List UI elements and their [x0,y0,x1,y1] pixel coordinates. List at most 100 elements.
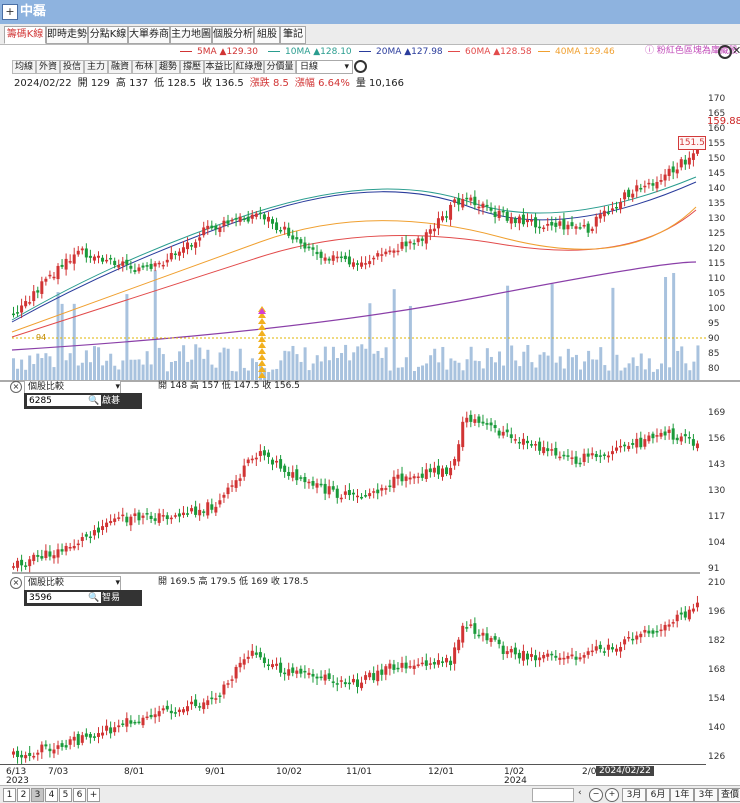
page-2[interactable]: 2 [17,788,30,802]
volume-bar [194,344,198,380]
page-add-icon[interactable]: + [87,788,100,802]
candle-body [133,270,137,273]
candle-body [485,204,489,207]
btn-margin[interactable]: 融資 [108,60,132,74]
treasury-stock-tip: ⓘ 粉紅色區塊為庫藏股 [645,46,738,56]
tab-realtime[interactable]: 即時走勢 [46,26,88,44]
ma20-line [11,181,697,323]
btn-foreign[interactable]: 外資 [36,60,60,74]
candle-body [262,214,266,220]
volume-bar [230,370,234,380]
volume-bar [364,348,368,380]
chart-settings-icon[interactable] [354,60,367,73]
page-4[interactable]: 4 [45,788,58,802]
candle-body [331,255,335,261]
candle-body [177,251,181,256]
btn-trend[interactable]: 趨勢 [156,60,180,74]
new-window-icon[interactable]: + [2,4,18,20]
btn-support[interactable]: 撐壓 [180,60,204,74]
page-1[interactable]: 1 [3,788,16,802]
volume-bar [688,370,692,380]
volume-bar [591,359,595,380]
settings-gear-icon[interactable] [718,45,732,59]
panel2-stock-picker: 🔍 啟碁 [24,393,142,409]
candle-body [586,453,590,457]
close-icon[interactable]: ✕ [732,44,740,57]
candle-body [570,654,574,657]
zoom-out-icon[interactable]: − [589,788,603,802]
btn-ma[interactable]: 均線 [12,60,36,74]
panel2-close-icon[interactable]: × [10,381,22,393]
candle-body [92,256,96,261]
scroll-left-icon[interactable]: ‹ [578,788,582,798]
range-3m[interactable]: 3月 [622,788,646,802]
zoom-in-icon[interactable]: + [605,788,619,802]
candle-body [396,474,400,479]
tab-large-broker[interactable]: 大單券商 [128,26,170,44]
volume-bar [68,353,72,380]
page-5[interactable]: 5 [59,788,72,802]
date-input[interactable] [532,788,574,802]
btn-pe[interactable]: 本益比 [204,60,234,74]
search-icon[interactable]: 🔍 [88,593,100,603]
candle-body [392,250,396,253]
search-icon[interactable]: 🔍 [88,396,100,406]
volume-bar [20,359,24,380]
btn-trust[interactable]: 投信 [60,60,84,74]
volume-bar [502,365,506,380]
candle-body [453,647,457,664]
volume-bar [530,362,534,380]
tab-stock-analysis[interactable]: 個股分析 [212,26,254,44]
tab-branch-kline[interactable]: 分點K線 [88,26,128,44]
candle-body [113,727,117,733]
tab-notes[interactable]: 筆記 [280,26,306,44]
range-6m[interactable]: 6月 [646,788,670,802]
panel2-code-input[interactable] [27,395,101,406]
volume-bar [485,348,489,380]
btn-main[interactable]: 主力 [84,60,108,74]
candle-body [497,639,501,645]
ma-legend: 5MA ▲129.30 10MA ▲128.10 20MA ▲127.98 60… [0,44,740,60]
period-select[interactable]: 日線 ▾ [296,60,353,74]
volume-bar [145,351,149,380]
candle-body [631,193,635,198]
candle-body [339,497,343,500]
candle-body [538,226,542,229]
candle-body [129,265,133,269]
btn-traffic-light[interactable]: 紅綠燈 [234,60,264,74]
candle-body [655,630,659,633]
candle-body [481,421,485,424]
x-tick: 2/0 [582,767,597,777]
range-1y[interactable]: 1年 [670,788,694,802]
margin-marker-icon [258,336,266,342]
candle-body [356,679,359,687]
candle-body [40,281,44,294]
volume-bar [647,358,651,380]
tab-group[interactable]: 組股 [254,26,280,44]
candle-body [181,709,185,713]
tab-chip-kline[interactable]: 籌碼K線 [4,26,46,44]
candle-body [408,477,412,480]
page-3[interactable]: 3 [31,788,44,802]
range-query[interactable]: 查價 [718,788,740,802]
candle-body [384,251,388,255]
page-6[interactable]: 6 [73,788,86,802]
candle-body [360,682,364,689]
range-3y[interactable]: 3年 [694,788,718,802]
candle-body [291,472,295,478]
candle-body [153,518,157,521]
margin-marker-icon [258,372,266,378]
candle-body [226,683,230,685]
candle-body [295,237,299,240]
candle-body [186,706,190,712]
candle-body [388,485,392,488]
candle-body [436,465,440,475]
btn-volume-profile[interactable]: 分價量 [264,60,296,74]
panel3-mode-select[interactable]: 個股比較 ▾ [24,576,121,591]
btn-bollinger[interactable]: 布林 [132,60,156,74]
candle-body [687,157,691,165]
tab-main-map[interactable]: 主力地圖 [170,26,212,44]
panel3-code-input[interactable] [27,592,101,603]
candle-body [671,622,675,624]
panel3-close-icon[interactable]: × [10,577,22,589]
